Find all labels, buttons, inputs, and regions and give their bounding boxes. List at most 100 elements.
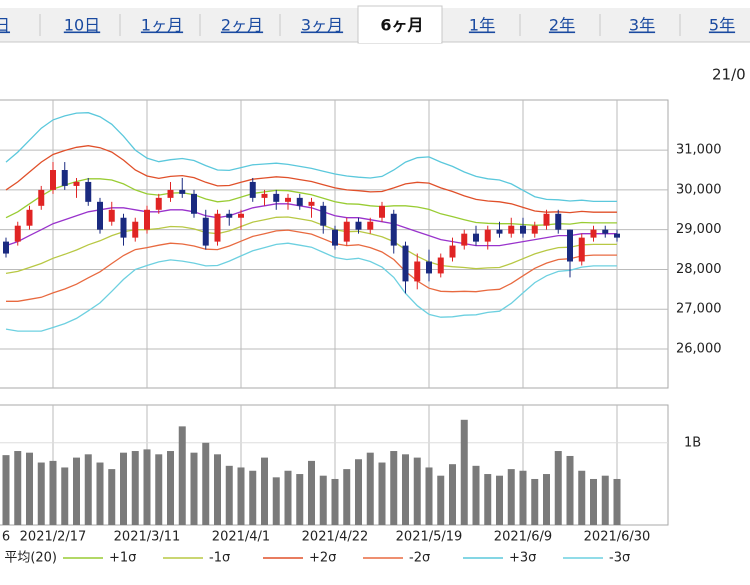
legend-label: +2σ	[309, 551, 336, 566]
legend-label: -2σ	[409, 551, 430, 566]
volume-bar	[214, 454, 221, 525]
volume-bar	[178, 426, 186, 525]
volume-bar	[73, 457, 80, 525]
candle-body	[132, 221, 139, 238]
volume-bar	[284, 470, 292, 525]
candle-body	[3, 241, 9, 254]
volume-bar	[272, 477, 280, 525]
tab[interactable]: 1年	[469, 16, 495, 35]
candle-body	[155, 197, 162, 210]
volume-bar	[108, 469, 116, 525]
volume-bar	[61, 467, 69, 525]
volume-bar	[131, 451, 139, 525]
candle-body	[355, 221, 362, 230]
tab[interactable]: 1ヶ月	[141, 16, 183, 35]
volume-bar	[296, 474, 304, 525]
band-line	[5, 178, 617, 226]
tab[interactable]: 日	[0, 16, 10, 35]
candle-body	[602, 229, 609, 234]
candle-body	[285, 197, 291, 202]
candle-body	[332, 229, 338, 246]
volume-bar	[225, 465, 233, 525]
volume-bar	[460, 419, 468, 525]
volume-bar	[319, 475, 327, 525]
tab[interactable]: 10日	[64, 16, 100, 35]
candle-body	[437, 257, 444, 274]
candle-body	[555, 213, 562, 230]
candle-body	[414, 261, 421, 282]
x-tick-label: 2021/4/1	[212, 530, 270, 545]
candle-body	[120, 217, 127, 238]
candle-body	[320, 205, 327, 226]
volume-bar	[531, 478, 539, 525]
x-tick-label: 2021/2/17	[20, 530, 87, 545]
volume-bar	[143, 449, 151, 525]
y-tick-label: 31,000	[676, 143, 722, 158]
volume-bar	[366, 452, 374, 525]
volume-bar	[566, 455, 574, 525]
band-line	[6, 229, 617, 302]
volume-bar	[425, 467, 433, 525]
candle-body	[179, 189, 186, 194]
x-tick-label: 2021/4/22	[302, 530, 369, 545]
volume-bar	[49, 460, 57, 525]
volume-bar	[449, 464, 456, 525]
tab[interactable]: 5年	[709, 16, 735, 35]
x-tick-label: 2021/5/19	[396, 530, 463, 545]
candle-body	[61, 170, 68, 186]
tab[interactable]: 2年	[549, 16, 575, 35]
y-tick-label: 26,000	[676, 342, 722, 357]
candle-body	[343, 221, 350, 242]
tab[interactable]: 2ヶ月	[221, 16, 263, 35]
candle-body	[14, 225, 21, 242]
candle-body	[590, 229, 597, 238]
candle-body	[449, 245, 456, 258]
volume-bar	[378, 462, 386, 525]
volume-bar	[26, 452, 33, 525]
candle-body	[578, 237, 585, 262]
volume-bar	[37, 462, 45, 525]
candle-body	[202, 217, 209, 246]
candle-body	[191, 193, 197, 214]
candle-body	[402, 245, 409, 282]
volume-bar	[308, 460, 315, 525]
volume-bar	[519, 470, 527, 525]
tab[interactable]: 3ヶ月	[301, 16, 343, 35]
legend-label: +3σ	[509, 551, 536, 566]
volume-bar	[190, 452, 198, 525]
band-line	[5, 216, 617, 275]
volume-bar	[120, 452, 127, 525]
volume-bar	[402, 454, 409, 525]
volume-bar	[237, 467, 245, 525]
candle-body	[367, 221, 374, 230]
volume-bar	[578, 470, 586, 525]
tab[interactable]: 3年	[629, 16, 655, 35]
candle-body	[543, 213, 550, 226]
legend-label: -3σ	[609, 551, 630, 566]
legend-label: -1σ	[209, 551, 230, 566]
candle-body	[97, 201, 103, 230]
volume-bar	[472, 465, 480, 525]
candle-body	[567, 229, 573, 262]
candle-body	[484, 229, 491, 242]
candle-body	[249, 181, 256, 198]
candle-body	[261, 193, 268, 198]
x-tick-label: 6	[2, 530, 10, 545]
volume-bar	[355, 459, 362, 525]
volume-bar	[543, 474, 550, 525]
volume-bar	[2, 455, 10, 525]
candle-body	[496, 229, 503, 234]
volume-bar	[249, 470, 257, 525]
candle-body	[38, 189, 45, 206]
y-tick-label: 1B	[684, 435, 701, 450]
y-tick-label: 29,000	[676, 222, 722, 237]
y-tick-label: 30,000	[676, 182, 722, 197]
x-tick-label: 2021/3/11	[114, 530, 181, 545]
candle-body	[531, 225, 538, 234]
x-tick-label: 2021/6/9	[494, 530, 552, 545]
volume-bar	[167, 451, 174, 525]
candle-body	[73, 181, 80, 186]
tab[interactable]: 6ヶ月	[380, 16, 423, 35]
candle-body	[379, 205, 385, 218]
candle-body	[26, 209, 33, 226]
